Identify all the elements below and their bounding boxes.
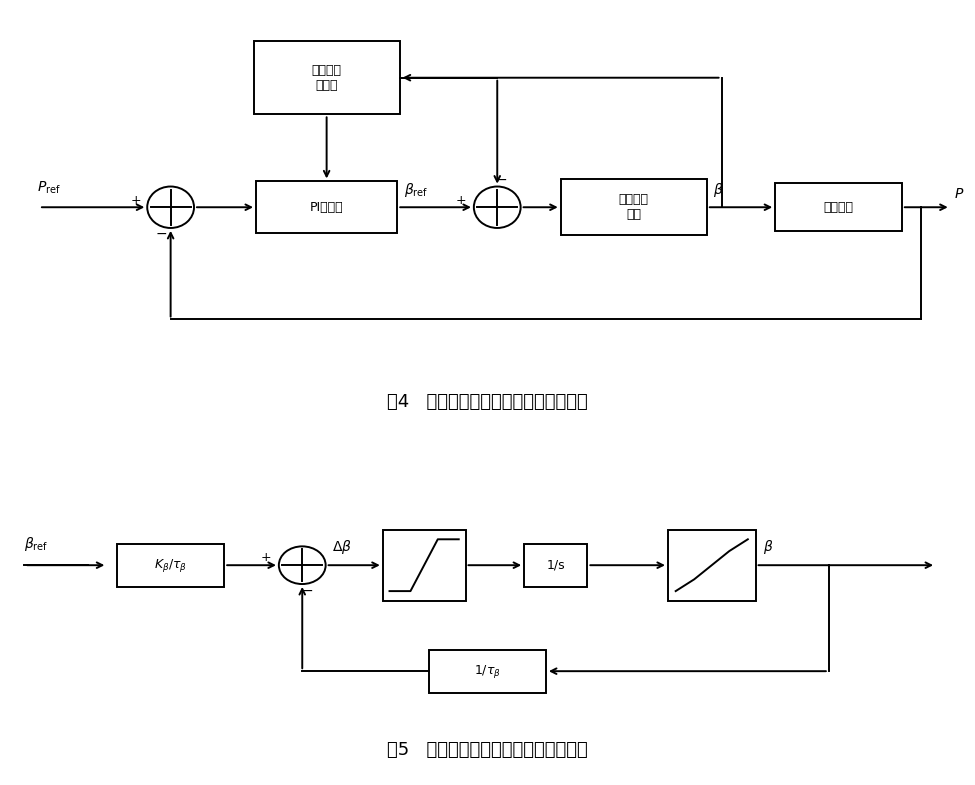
Bar	[254, 41, 400, 115]
Text: +: +	[456, 194, 466, 206]
Text: $\beta$: $\beta$	[713, 181, 723, 199]
Text: 变桨驱动
机构: 变桨驱动 机构	[619, 193, 648, 221]
Text: $P_{\rm ref}$: $P_{\rm ref}$	[37, 180, 61, 196]
Bar	[525, 543, 587, 587]
Text: $\Delta\beta$: $\Delta\beta$	[332, 538, 352, 556]
Text: −: −	[301, 584, 313, 598]
Text: $\beta_{\rm ref}$: $\beta_{\rm ref}$	[24, 535, 49, 553]
Bar	[255, 181, 398, 233]
Bar	[117, 543, 224, 587]
Text: 风力机组: 风力机组	[824, 201, 853, 214]
Bar	[429, 650, 546, 693]
Text: $K_{\beta}/\tau_{\beta}$: $K_{\beta}/\tau_{\beta}$	[154, 557, 187, 574]
Bar	[561, 179, 707, 236]
Text: +: +	[131, 194, 140, 206]
Text: −: −	[155, 227, 167, 241]
Text: PI控制器: PI控制器	[310, 201, 343, 214]
Text: $\beta$: $\beta$	[763, 538, 774, 556]
Bar	[775, 184, 902, 231]
Bar	[382, 530, 466, 601]
Bar	[668, 530, 756, 601]
Text: $\beta_{\rm ref}$: $\beta_{\rm ref}$	[405, 181, 429, 199]
Text: −: −	[495, 173, 507, 187]
Text: $P$: $P$	[954, 187, 964, 201]
Text: 图5   带增益调度控制器的变桨控制策略: 图5 带增益调度控制器的变桨控制策略	[387, 741, 588, 758]
Text: +: +	[261, 551, 271, 564]
Text: 图4   带增益调度控制器的变桨控制策略: 图4 带增益调度控制器的变桨控制策略	[387, 392, 588, 411]
Text: 增益调度
控制器: 增益调度 控制器	[312, 64, 341, 92]
Text: 1/s: 1/s	[546, 559, 565, 571]
Text: $1/\tau_{\beta}$: $1/\tau_{\beta}$	[474, 663, 501, 680]
